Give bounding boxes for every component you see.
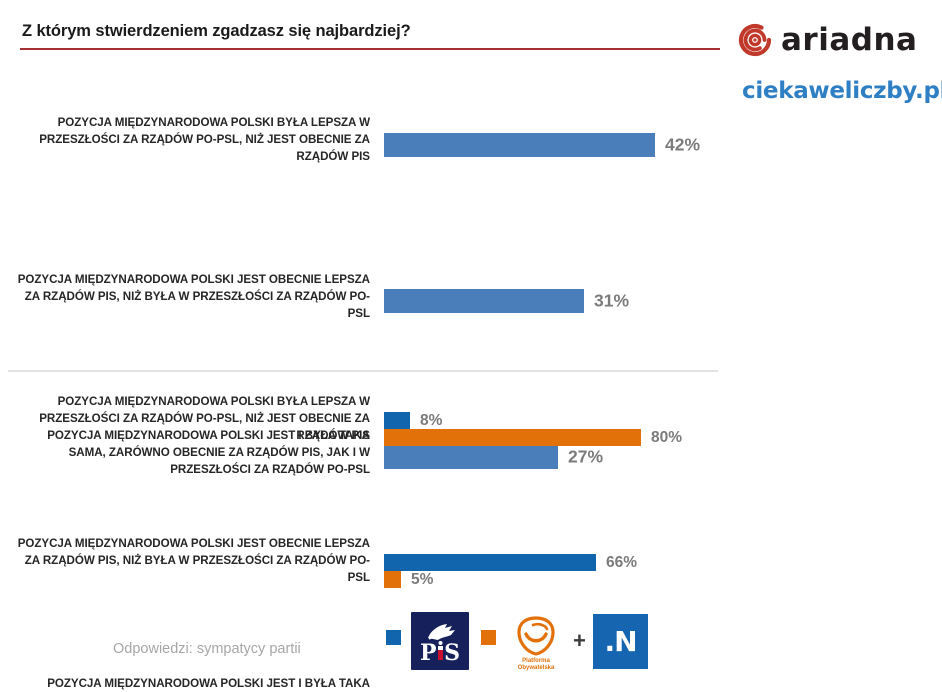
bar-category-label: POZYCJA MIĘDZYNARODOWA POLSKI BYŁA LEPSZ… [39,395,370,442]
po-logo-icon: Platforma Obywatelska [506,614,566,671]
bar-category-label: POZYCJA MIĘDZYNARODOWA POLSKI JEST OBECN… [17,273,370,320]
bar-overall [384,445,558,469]
bar-category-label: POZYCJA MIĘDZYNARODOWA POLSKI BYŁA LEPSZ… [39,116,370,163]
bar-po [384,429,641,446]
bar-po [384,571,401,588]
nowoczesna-logo-icon: .N [593,614,648,669]
bar-pis [384,412,410,429]
brand-name: ariadna [781,22,918,58]
po-logo-caption: Platforma Obywatelska [517,658,555,671]
bar-value-label-po: 80% [651,428,683,446]
section-divider [8,370,718,372]
bar-overall [384,289,584,313]
pis-logo-icon: P S [411,612,469,670]
legend-item-pis: P S [386,608,481,674]
legend-item-po-nowoczesna: Platforma Obywatelska + .N [481,608,648,674]
legend-swatch-blue-icon [386,630,401,645]
bar-pis [384,554,596,571]
table-row: POZYCJA MIĘDZYNARODOWA POLSKI JEST OBECN… [0,264,942,342]
title-underline [20,48,720,50]
table-row: POZYCJA MIĘDZYNARODOWA POLSKI JEST I BYŁ… [0,420,942,498]
bar-value-label: 27% [568,446,604,467]
chart-by-party: POZYCJA MIĘDZYNARODOWA POLSKI BYŁA LEPSZ… [0,386,942,690]
nowoczesna-label: .N [604,624,637,658]
bar-value-label: 42% [665,134,701,155]
bar-value-label-pis: 8% [420,411,443,429]
table-row: POZYCJA MIĘDZYNARODOWA POLSKI JEST I BYŁ… [0,670,942,692]
table-row: POZYCJA MIĘDZYNARODOWA POLSKI JEST OBECN… [0,530,942,600]
bar-value-label: 31% [594,290,630,311]
table-row: POZYCJA MIĘDZYNARODOWA POLSKI BYŁA LEPSZ… [0,386,942,458]
legend-swatch-orange-icon [481,630,496,645]
ariadna-spiral-icon [735,20,775,60]
bar-category-label: POZYCJA MIĘDZYNARODOWA POLSKI JEST I BYŁ… [47,429,370,476]
brand-site: ciekaweliczby.pl [742,78,942,104]
brand-logo: ariadna [735,18,935,62]
bar-category-label: POZYCJA MIĘDZYNARODOWA POLSKI JEST OBECN… [17,537,370,584]
page-title: Z którym stwierdzeniem zgadzasz się najb… [22,22,411,40]
bar-category-label: POZYCJA MIĘDZYNARODOWA POLSKI JEST I BYŁ… [47,677,370,690]
legend-plus-sign: + [573,628,586,653]
chart-overall: POZYCJA MIĘDZYNARODOWA POLSKI BYŁA LEPSZ… [0,104,942,476]
bar-value-label-pis: 66% [606,553,638,571]
table-row: POZYCJA MIĘDZYNARODOWA POLSKI BYŁA LEPSZ… [0,104,942,184]
answers-note: Odpowiedzi: sympatycy partii [113,641,301,657]
bar-value-label-po: 5% [411,570,434,588]
bar-overall [384,133,655,157]
